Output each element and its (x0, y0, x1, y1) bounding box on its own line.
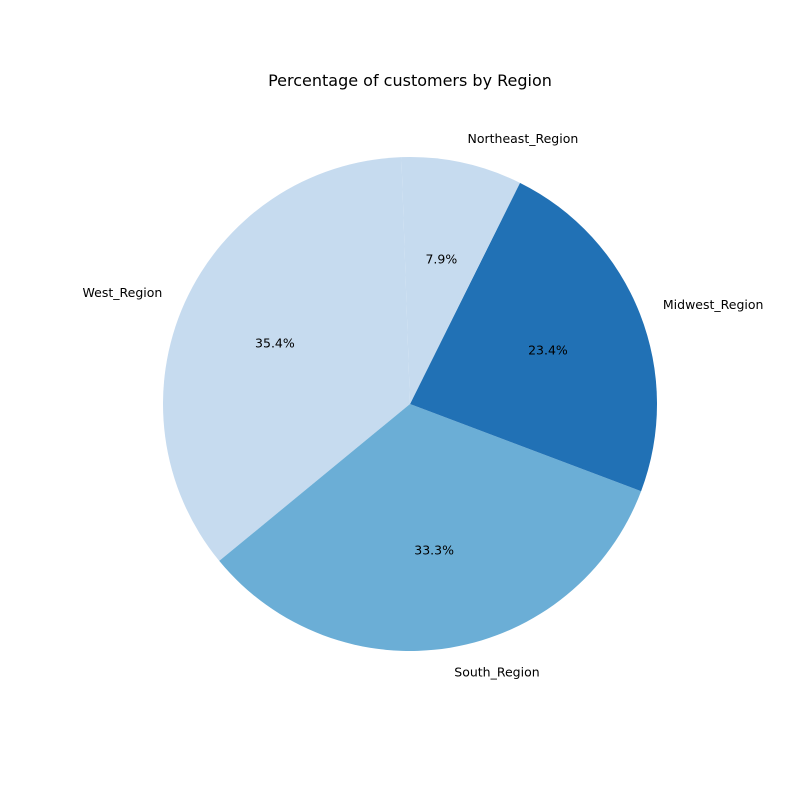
pie-labels: 35.4% West_Region 33.3% South_Region 23.4% Mi… (83, 131, 764, 680)
category-label-midwest-region: Midwest_Region (663, 297, 764, 312)
category-label-west-region: West_Region (83, 285, 163, 300)
pct-label-west-region: 35.4% (255, 336, 295, 351)
pie-slice-midwest-region (410, 182, 658, 492)
pie-slice-south-region (219, 404, 642, 651)
pct-label-northeast-region: 7.9% (425, 252, 457, 267)
pie-slices (162, 157, 658, 651)
chart-title: Percentage of customers by Region (268, 71, 552, 90)
pct-label-south-region: 33.3% (414, 543, 454, 558)
category-label-south-region: South_Region (454, 665, 539, 680)
pie-slice-northeast-region (401, 157, 520, 404)
category-label-northeast-region: Northeast_Region (468, 131, 579, 146)
pct-label-midwest-region: 23.4% (528, 342, 568, 357)
pie-slice-west-region (162, 157, 410, 561)
